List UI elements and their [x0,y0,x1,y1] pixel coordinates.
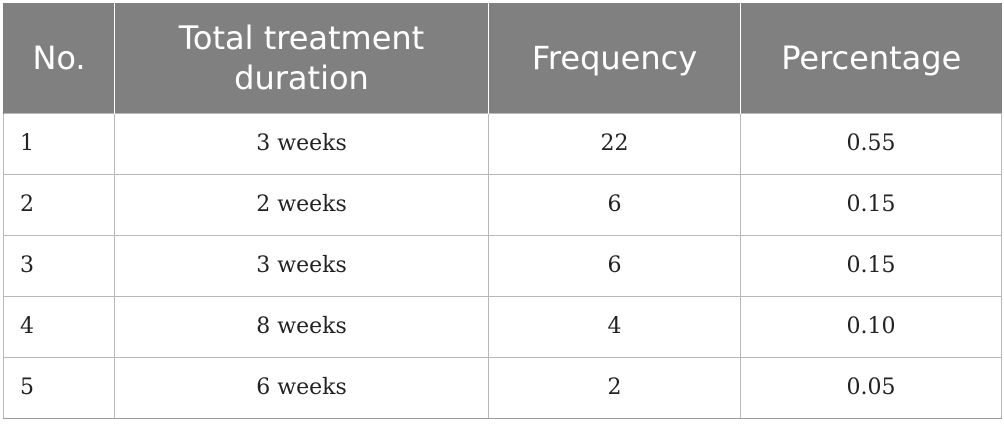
cell-percentage: 0.10 [740,295,1002,358]
header-total-treatment-duration: Total treatment duration [114,3,489,113]
cell-percentage: 0.05 [740,356,1002,419]
cell-no: 1 [3,112,115,175]
table-row: 2 2 weeks 6 0.15 [3,173,1002,236]
cell-frequency: 2 [488,356,741,419]
cell-no: 5 [3,356,115,419]
cell-duration: 8 weeks [114,295,489,358]
table-body: 1 3 weeks 22 0.55 2 2 weeks 6 0.15 3 3 w… [3,112,1002,419]
header-no: No. [3,3,115,113]
table-row: 3 3 weeks 6 0.15 [3,234,1002,297]
cell-percentage: 0.15 [740,173,1002,236]
cell-duration: 2 weeks [114,173,489,236]
cell-duration: 6 weeks [114,356,489,419]
cell-percentage: 0.15 [740,234,1002,297]
cell-duration: 3 weeks [114,112,489,175]
cell-no: 4 [3,295,115,358]
table-row: 5 6 weeks 2 0.05 [3,356,1002,419]
treatment-duration-table: No. Total treatment duration Frequency P… [3,3,1002,419]
table-row: 1 3 weeks 22 0.55 [3,112,1002,175]
cell-no: 2 [3,173,115,236]
table-header: No. Total treatment duration Frequency P… [3,3,1002,113]
cell-frequency: 22 [488,112,741,175]
header-percentage: Percentage [740,3,1002,113]
cell-frequency: 6 [488,173,741,236]
cell-no: 3 [3,234,115,297]
treatment-duration-table-container: No. Total treatment duration Frequency P… [3,3,1002,419]
cell-frequency: 6 [488,234,741,297]
cell-duration: 3 weeks [114,234,489,297]
cell-percentage: 0.55 [740,112,1002,175]
header-row: No. Total treatment duration Frequency P… [3,3,1002,113]
table-row: 4 8 weeks 4 0.10 [3,295,1002,358]
cell-frequency: 4 [488,295,741,358]
header-frequency: Frequency [488,3,741,113]
